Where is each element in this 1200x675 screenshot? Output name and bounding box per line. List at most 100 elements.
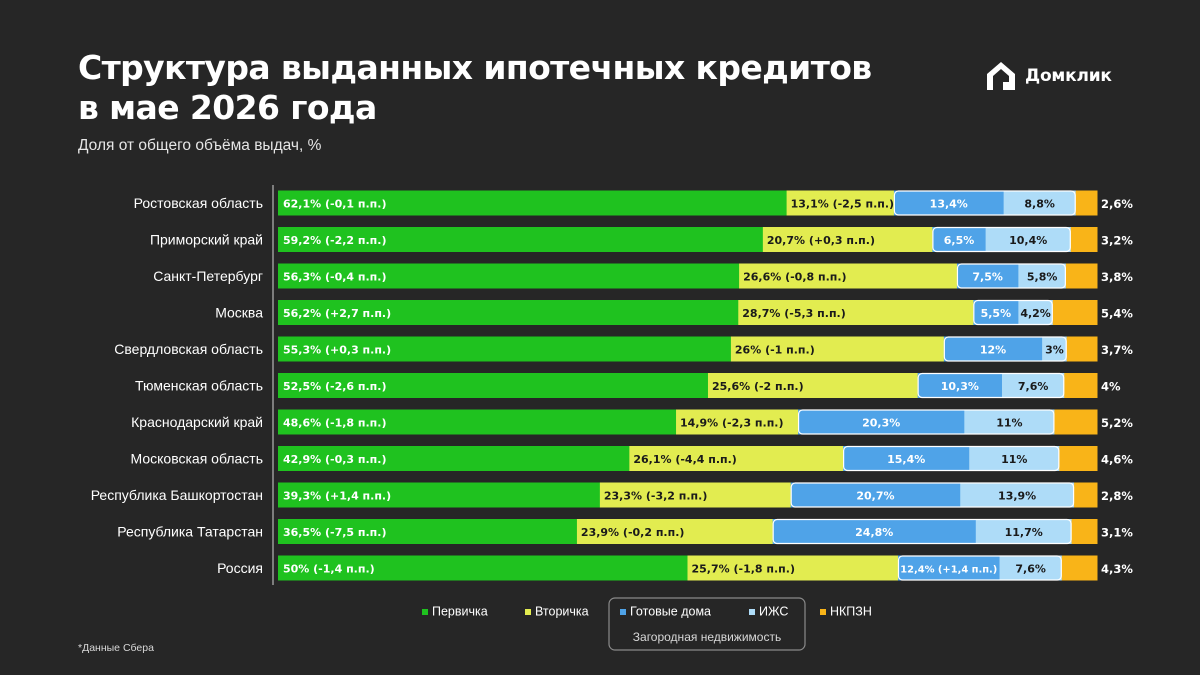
- bar-segment: [738, 300, 974, 325]
- bar-segment: [956, 263, 1019, 289]
- category-label: Москва: [215, 305, 263, 321]
- data-label: 7,5%: [972, 271, 1003, 284]
- bar-segment: [786, 190, 895, 216]
- legend-label: Вторичка: [535, 605, 589, 619]
- data-label: 8,8%: [1024, 198, 1055, 211]
- bar-segment: [772, 519, 977, 544]
- legend-item: Первичка: [422, 605, 488, 619]
- country-property-outline: [917, 372, 1065, 399]
- data-label: 23,3% (-3,2 п.п.): [604, 490, 708, 503]
- bar-row: Свердловская область 55,3% (+0,3 п.п.) 26%…: [114, 336, 1133, 362]
- bar-segment: [999, 555, 1063, 581]
- legend-swatch: [620, 609, 626, 615]
- data-label: 13,1% (-2,5 п.п.): [791, 198, 895, 211]
- bar-segment: [1001, 373, 1065, 398]
- category-label: Тюменская область: [135, 378, 263, 394]
- category-label: Республика Татарстан: [117, 524, 263, 540]
- legend-group-label: Загородная недвижимость: [633, 630, 781, 644]
- bar-segment: [278, 482, 601, 508]
- data-label: 15,4%: [887, 453, 925, 466]
- bar-segment: [1003, 190, 1077, 216]
- brand-logo: Домклик: [983, 58, 1112, 94]
- bar-row: Республика Татарстан 36,5% (-7,5 п.п.) 23,…: [117, 518, 1133, 545]
- data-label: 2,8%: [1101, 489, 1133, 503]
- data-label: 7,6%: [1018, 380, 1049, 393]
- legend: Загородная недвижимость Первичка Вторичка Г…: [422, 597, 872, 651]
- bar-row: Республика Башкортостан 39,3% (+1,4 п.п.)…: [91, 482, 1133, 508]
- chart-title: Структура выданных ипотечных кредитов в …: [78, 48, 958, 128]
- bar-segment: [1061, 555, 1098, 581]
- legend-label: Первичка: [432, 605, 488, 619]
- data-label: 3,7%: [1101, 343, 1133, 357]
- country-property-outline: [843, 445, 1060, 472]
- data-label: 5,8%: [1027, 271, 1058, 284]
- country-property-outline: [893, 190, 1076, 216]
- legend-swatch: [422, 609, 428, 615]
- category-label: Ростовская область: [134, 195, 263, 211]
- bar-segment: [973, 300, 1019, 325]
- category-label: Приморский край: [150, 232, 263, 248]
- bar-segment: [1071, 519, 1098, 544]
- data-label: 50% (-1,4 п.п.): [283, 563, 375, 576]
- bar-row: Тюменская область 52,5% (-2,6 п.п.) 25,6% …: [135, 372, 1121, 399]
- bar-row: Санкт-Петербург 56,3% (-0,4 п.п.) 26,6% (-…: [153, 263, 1133, 289]
- bar-segment: [798, 409, 965, 435]
- category-label: Республика Башкортостан: [91, 487, 263, 503]
- bar-segment: [278, 300, 739, 325]
- data-label: 28,7% (-5,3 п.п.): [742, 307, 846, 320]
- bar-segment: [278, 519, 578, 544]
- bar-segment: [1042, 336, 1068, 362]
- category-label: Санкт-Петербург: [153, 268, 263, 284]
- data-label: 36,5% (-7,5 п.п.): [283, 526, 387, 539]
- data-label: 13,4%: [930, 198, 968, 211]
- data-label: 52,5% (-2,6 п.п.): [283, 380, 387, 393]
- data-label: 11%: [996, 417, 1022, 430]
- category-label: Краснодарский край: [131, 414, 263, 430]
- legend-item: НКПЗН: [820, 605, 872, 619]
- bar-segment: [278, 446, 630, 471]
- legend-label: ИЖС: [759, 605, 788, 619]
- bar-segment: [576, 519, 774, 544]
- country-property-outline: [772, 518, 1072, 545]
- bar-segment: [1074, 482, 1098, 508]
- bar-segment: [897, 555, 1001, 581]
- data-label: 5,4%: [1101, 307, 1133, 321]
- data-label: 5,2%: [1101, 416, 1133, 430]
- bar-segment: [1070, 227, 1098, 252]
- data-label: 11%: [1001, 453, 1027, 466]
- bar-segment: [762, 227, 933, 252]
- data-label: 6,5%: [944, 234, 975, 247]
- bar-segment: [790, 482, 961, 508]
- bar-segment: [893, 190, 1005, 216]
- data-label: 4,3%: [1101, 562, 1133, 576]
- data-label: 3,1%: [1101, 526, 1133, 540]
- bar-segment: [278, 373, 709, 398]
- legend-label: НКПЗН: [830, 605, 872, 619]
- legend-group-box: [608, 597, 806, 651]
- data-label: 7,6%: [1015, 563, 1046, 576]
- bar-segment: [985, 227, 1072, 252]
- data-label: 20,3%: [862, 417, 900, 430]
- chart-title-line-2: в мае 2026 года: [78, 88, 377, 127]
- data-label: 55,3% (+0,3 п.п.): [283, 344, 391, 357]
- data-label: 39,3% (+1,4 п.п.): [283, 490, 391, 503]
- bar-segment: [969, 446, 1060, 471]
- data-label: 25,7% (-1,8 п.п.): [692, 563, 796, 576]
- category-label: Московская область: [131, 451, 263, 467]
- bar-segment: [1066, 336, 1098, 362]
- data-label: 10,4%: [1009, 234, 1047, 247]
- data-label: 12%: [980, 344, 1006, 357]
- data-label: 20,7%: [856, 490, 894, 503]
- bar-segment: [960, 482, 1075, 508]
- bar-segment: [278, 555, 688, 581]
- data-label: 12,4% (+1,4 п.п.): [900, 565, 997, 576]
- country-property-outline: [943, 336, 1067, 362]
- data-label: 59,2% (-2,2 п.п.): [283, 234, 387, 247]
- data-label: 14,9% (-2,3 п.п.): [680, 417, 784, 430]
- data-label: 62,1% (-0,1 п.п.): [283, 198, 387, 211]
- bar-segment: [1018, 263, 1067, 289]
- data-label: 10,3%: [941, 380, 979, 393]
- category-label: Россия: [217, 560, 263, 576]
- data-label: 48,6% (-1,8 п.п.): [283, 417, 387, 430]
- bar-segment: [1052, 300, 1098, 325]
